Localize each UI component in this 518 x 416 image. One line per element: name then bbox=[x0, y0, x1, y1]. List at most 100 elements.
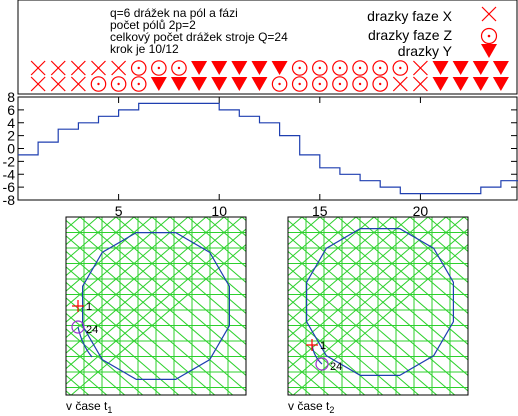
slot-bottom-marker bbox=[251, 77, 268, 91]
y-tick-label: -2 bbox=[3, 153, 16, 169]
slot-top-marker bbox=[332, 60, 348, 76]
info-line-1: q=6 drážek na pól a fázi bbox=[110, 6, 238, 20]
y-tick-label: 0 bbox=[7, 141, 15, 157]
marker-1-plus bbox=[72, 300, 84, 312]
caption-left-sub: 1 bbox=[107, 405, 112, 415]
marker-24-label: 24 bbox=[330, 361, 342, 373]
slot-top-marker bbox=[171, 60, 187, 76]
slot-top-marker bbox=[231, 61, 248, 75]
y-tick-label: 2 bbox=[7, 128, 15, 144]
slot-top-marker bbox=[251, 61, 268, 75]
legend-marker-y bbox=[481, 44, 497, 58]
slot-top-marker bbox=[271, 61, 288, 75]
slot-top-marker bbox=[30, 60, 46, 76]
legend-marker-x bbox=[481, 6, 497, 22]
mesh-frame-right bbox=[287, 216, 469, 396]
caption-right-main: v čase t bbox=[288, 399, 330, 413]
slot-top-marker bbox=[492, 61, 509, 75]
slot-top-marker bbox=[392, 60, 409, 76]
slot-bottom-marker bbox=[412, 76, 428, 92]
y-tick-label: -8 bbox=[3, 192, 16, 208]
info-line-4: krok je 10/12 bbox=[110, 42, 179, 56]
slot-bottom-marker bbox=[30, 76, 46, 92]
x-tick-label: 10 bbox=[211, 203, 227, 219]
slot-bottom-marker bbox=[170, 77, 187, 91]
plot-frame bbox=[17, 96, 518, 201]
y-tick-label: 4 bbox=[7, 115, 15, 131]
slot-bottom-marker bbox=[392, 76, 408, 92]
mesh-grid bbox=[66, 217, 246, 395]
marker-1-plus bbox=[306, 339, 318, 351]
slot-bottom-marker bbox=[90, 76, 107, 92]
stator-polygon bbox=[306, 228, 454, 376]
slot-bottom-marker bbox=[312, 76, 328, 92]
slot-bottom-marker bbox=[291, 76, 308, 92]
slot-bottom-marker bbox=[150, 77, 167, 91]
slot-top-marker bbox=[130, 60, 147, 76]
mesh-frame-left bbox=[65, 216, 247, 396]
marker-24-circle bbox=[315, 357, 329, 371]
slot-top-marker bbox=[432, 61, 449, 75]
caption-right-sub: 2 bbox=[329, 405, 334, 415]
mesh-panel-left: 124 v čase t1 bbox=[65, 216, 247, 415]
y-tick-label: -4 bbox=[3, 166, 16, 182]
x-tick-label: 20 bbox=[413, 203, 429, 219]
caption-left: v čase t1 bbox=[66, 399, 112, 415]
legend-marker-z bbox=[480, 27, 498, 45]
x-tick-label: 5 bbox=[115, 203, 123, 219]
stator-polygon bbox=[82, 232, 230, 380]
info-line-2: počet pólů 2p=2 bbox=[110, 18, 196, 32]
slot-top-marker bbox=[412, 60, 428, 76]
slot-bottom-marker bbox=[372, 76, 388, 92]
slot-top-marker bbox=[291, 60, 308, 76]
slot-top-marker bbox=[472, 61, 489, 75]
trajectory bbox=[77, 326, 93, 358]
marker-24-circle bbox=[71, 320, 85, 334]
slot-top-marker bbox=[151, 60, 167, 76]
slot-bottom-marker bbox=[50, 76, 66, 92]
slot-bottom-marker bbox=[211, 77, 228, 91]
marker-1-label: 1 bbox=[320, 340, 326, 352]
slot-bottom-marker bbox=[70, 76, 86, 92]
caption-left-main: v čase t bbox=[66, 399, 108, 413]
info-line-3: celkový počet drážek stroje Q=24 bbox=[110, 30, 288, 44]
y-tick-label: 6 bbox=[7, 102, 15, 118]
y-tick-label: -6 bbox=[3, 179, 16, 195]
slot-bottom-marker bbox=[130, 76, 147, 92]
slot-panel: q=6 drážek na pól a fázi počet pólů 2p=2… bbox=[17, 0, 518, 95]
legend-label-z: drazky faze Z bbox=[368, 27, 452, 43]
slot-top-marker bbox=[352, 60, 368, 76]
slot-top-marker bbox=[312, 60, 328, 76]
slot-bottom-marker bbox=[452, 77, 469, 91]
slot-top-marker bbox=[372, 60, 388, 76]
marker-1-label: 1 bbox=[86, 301, 92, 313]
slot-bottom-marker bbox=[332, 76, 348, 92]
slot-top-marker bbox=[91, 60, 106, 76]
slot-bottom-marker bbox=[110, 76, 127, 92]
slot-bottom-marker bbox=[492, 77, 509, 91]
x-axis: 5 10 15 20 bbox=[115, 97, 429, 219]
slot-bottom-marker bbox=[271, 76, 288, 92]
mesh-grid bbox=[288, 217, 468, 395]
mesh-panel-right: 1 24 v čase t2 bbox=[287, 216, 469, 415]
x-tick-label: 15 bbox=[312, 203, 328, 219]
y-tick-label: 8 bbox=[7, 89, 15, 105]
caption-right: v čase t2 bbox=[288, 399, 334, 415]
legend-label-x: drazky faze X bbox=[367, 8, 452, 24]
marker-24-label: 24 bbox=[86, 324, 98, 336]
legend-label-y: drazky Y bbox=[398, 43, 453, 59]
slot-top-marker bbox=[50, 60, 66, 76]
slot-bottom-marker bbox=[472, 77, 489, 91]
slot-bottom-marker bbox=[231, 77, 248, 91]
slot-top-marker bbox=[191, 61, 208, 75]
slot-top-marker bbox=[111, 60, 127, 76]
slot-bottom-marker bbox=[191, 77, 208, 91]
slot-markers bbox=[30, 60, 509, 92]
series-line bbox=[18, 102, 518, 195]
mesh-plot-right: 1 24 bbox=[288, 217, 468, 395]
slot-top-marker bbox=[452, 61, 469, 75]
slot-top-marker bbox=[211, 61, 228, 75]
